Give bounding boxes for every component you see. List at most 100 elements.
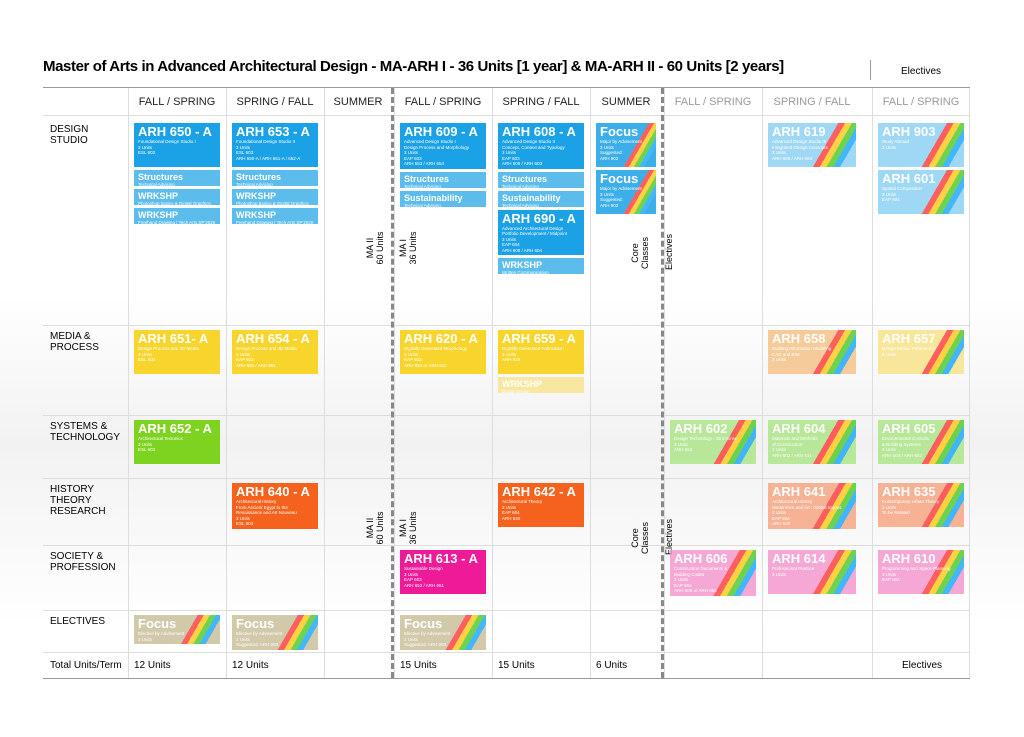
- card-line: 3 Units: [600, 144, 615, 150]
- course-card: WRKSHP Freehand Drawing | Tech Arts SP'20…: [134, 208, 220, 224]
- total-units: 15 Units: [400, 660, 437, 671]
- card-line: Design Process and 3D Media: [236, 346, 297, 351]
- card-line: 3 Units: [404, 351, 419, 357]
- card-line: Written Communication: [502, 270, 549, 274]
- card-line: ESL 603: [236, 150, 254, 155]
- divider-label: Core Classes: [630, 508, 650, 568]
- electives-header: Electives: [900, 66, 941, 77]
- card-line: Advanced Design Studio III: [772, 139, 827, 144]
- course-card: Sustainability Technical Advising: [498, 190, 584, 207]
- divider-label-line: MA II: [365, 517, 375, 539]
- card-line: ESL 604: [236, 521, 254, 526]
- card-line: EAP 604: [502, 510, 520, 515]
- card-line: Architectural History: [236, 499, 277, 504]
- divider-label: MA II 60 Units: [365, 218, 385, 278]
- card-line: 3 Units: [882, 447, 897, 452]
- card-line: 3 Units: [772, 510, 787, 515]
- card-line: Technical Advising: [502, 183, 539, 188]
- total-units: 15 Units: [498, 660, 535, 671]
- course-card: ARH 659 - A Digitally Generated Fabricati…: [498, 330, 584, 374]
- grid-line: [43, 610, 970, 611]
- course-code: ARH 658: [772, 331, 826, 346]
- card-line: ARH 608 / ARH 604: [502, 247, 543, 253]
- card-line: EAP 603: [404, 357, 422, 362]
- card-title: WRKSHP: [502, 260, 542, 270]
- card-line: Materials and Methods: [772, 436, 818, 441]
- card-line: ARH 654 or ARH 611: [404, 362, 447, 368]
- grid-line: [43, 415, 970, 416]
- card-line: 3 Units: [236, 636, 251, 642]
- course-card: ARH 651- A Design Process and 2D Media 3 U…: [134, 330, 220, 374]
- card-line: 3 Units: [674, 441, 689, 447]
- card-line: 3 Units: [882, 144, 897, 150]
- row-label: HISTORY THEORY RESEARCH: [50, 484, 106, 517]
- card-line: To be Related: [882, 510, 910, 515]
- card-line: 3 Units: [138, 636, 153, 642]
- grid-line: [969, 88, 970, 678]
- course-card: WRKSHP Photoshop basics & Digital Graphic…: [232, 189, 318, 205]
- card-title: Sustainability: [404, 192, 463, 203]
- card-line: Elective by Advisement: [236, 631, 283, 636]
- course-code: Focus: [600, 124, 639, 139]
- course-code: ARH 614: [772, 551, 826, 566]
- course-code: ARH 604: [772, 421, 826, 436]
- course-card: Focus Major by Advisement 3 Units Suggested…: [596, 170, 656, 214]
- divider-label-line: MA II: [365, 237, 375, 259]
- grid-line: [43, 115, 970, 116]
- row-label: SYSTEMS & TECHNOLOGY: [50, 421, 121, 443]
- column-header: FALL / SPRING: [138, 96, 216, 108]
- course-card: Structures Technical Advising: [498, 171, 584, 188]
- card-line: 3 Units: [772, 357, 787, 362]
- course-code: ARH 652 - A: [138, 421, 212, 436]
- course-card: Structures Technical Advising: [134, 170, 220, 186]
- row-label: ELECTIVES: [50, 616, 106, 627]
- divider-label: MA I 36 Units: [398, 498, 418, 558]
- card-line: 3 Units: [772, 150, 787, 155]
- course-card: ARH 654 - A Design Process and 3D Media 3 …: [232, 330, 318, 374]
- card-line: ARH 903: [600, 155, 619, 161]
- card-line: Advanced Design Studio II: [502, 139, 556, 144]
- course-code: ARH 613 - A: [404, 551, 478, 566]
- card-line: Integrated Design Concepts: [772, 144, 828, 150]
- grid-line: [128, 88, 129, 678]
- grid-line: [872, 88, 873, 678]
- card-line: Freehand Drawing | Tech Arts SP'2020: [236, 220, 314, 224]
- course-card: Focus Elective by Advisement 3 Units: [134, 615, 220, 644]
- card-line: Building Codes: [674, 571, 705, 577]
- card-line: 3 Units: [138, 441, 153, 447]
- card-line: Advanced Design Studio I: [404, 139, 456, 144]
- grid-line: [43, 478, 970, 479]
- card-line: ARH 652: [674, 447, 693, 452]
- card-line: EAP 603: [404, 577, 422, 582]
- card-line: Technical Advising: [404, 202, 441, 207]
- divider-label-line: Classes: [640, 522, 650, 555]
- divider-label: MA I 36 Units: [398, 218, 418, 278]
- card-line: Major by Advisement: [600, 186, 642, 191]
- column-header: SUMMER: [601, 96, 651, 108]
- card-title: Structures: [236, 172, 282, 182]
- card-line: Foundational Design Studio II: [236, 139, 296, 144]
- card-line: Technical Advising: [502, 202, 539, 207]
- course-card: ARH 606 Construction Documents & Building …: [670, 550, 756, 596]
- card-line: Suggested:: [600, 197, 623, 202]
- card-line: Design Process and 2D Media: [138, 346, 199, 351]
- grid-line: [394, 88, 395, 678]
- card-line: Digitally Generated Fabrication: [502, 346, 564, 351]
- course-card: WRKSHP Digital Design: [498, 377, 584, 393]
- total-units: 12 Units: [134, 660, 171, 671]
- course-code: ARH 610: [882, 551, 936, 566]
- card-line: Architectural Theory: [502, 499, 543, 504]
- course-card: WRKSHP Photoshop basics & Digital Graphic…: [134, 189, 220, 205]
- card-line: EAP 603: [236, 357, 254, 362]
- card-line: ESL 603: [138, 150, 156, 155]
- column-header: SPRING / FALL: [773, 96, 851, 108]
- card-line: Suggested: ARH 903: [236, 642, 279, 647]
- divider-label-line: Classes: [640, 237, 650, 270]
- card-title: Structures: [404, 173, 450, 184]
- course-card: ARH 690 - A Advanced Architectural Design…: [498, 209, 584, 255]
- grid-line: [43, 545, 970, 546]
- card-line: ARH 652 / ARH 651: [404, 582, 445, 588]
- course-card: ARH 653 - A Foundational Design Studio II…: [232, 123, 318, 167]
- card-line: Technical Advising: [138, 182, 175, 186]
